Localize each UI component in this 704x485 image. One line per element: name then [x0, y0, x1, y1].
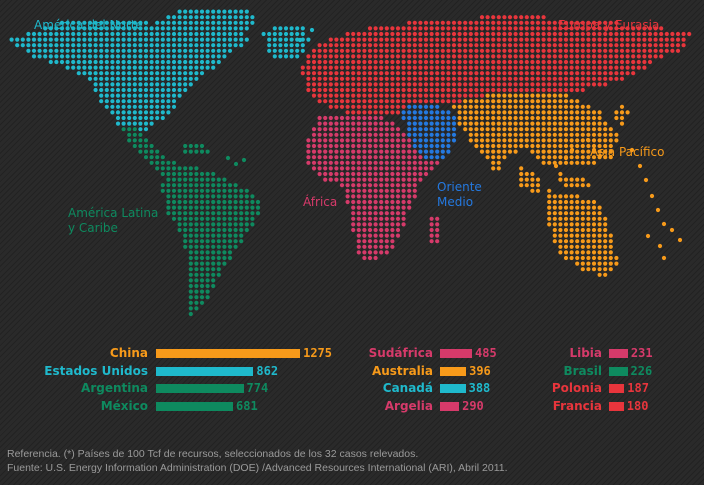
bar	[440, 384, 466, 393]
bar-country-label: Francia	[552, 398, 602, 413]
bar-value-label: 485	[475, 346, 497, 360]
bar	[609, 401, 624, 411]
bar-value-label: 231	[630, 346, 653, 360]
bar-row-sudafrica: Sudáfrica 485	[0, 346, 704, 360]
bar-country-label: Libia	[569, 346, 602, 360]
bar-row-polonia: Polonia 187	[0, 381, 704, 395]
bar	[440, 401, 460, 411]
footer-source: Fuente: U.S. Energy Information Administ…	[7, 462, 508, 474]
bar-country-label: Brasil	[563, 363, 602, 378]
bar-value-label: 1275	[303, 346, 332, 360]
bar	[156, 366, 254, 376]
bar-value-label: 180	[626, 398, 649, 413]
bar-row-canada: Canadá 388	[0, 381, 704, 395]
bar	[609, 366, 628, 376]
bar-country-label: Sudáfrica	[368, 346, 433, 360]
bar-row-francia: Francia 180	[0, 399, 704, 413]
bar-value-label: 681	[236, 398, 258, 413]
bar-row-libia: Libia 231	[0, 346, 704, 360]
bar-value-label: 862	[256, 363, 279, 378]
bar-country-label: Estados Unidos	[44, 363, 148, 378]
region-label-middle-east: Oriente Medio	[437, 180, 482, 209]
bar-row-mexico: México 681	[0, 399, 704, 413]
world-dot-map	[9, 9, 692, 317]
bar-country-label: México	[100, 398, 148, 413]
bar-country-label: China	[109, 346, 148, 360]
region-label-latin-america: América Latina y Caribe	[68, 206, 159, 235]
bar	[440, 366, 467, 376]
bar-value-label: 187	[627, 381, 649, 395]
bar	[440, 349, 472, 358]
bar-row-argelia: Argelia 290	[0, 399, 704, 413]
bar-country-label: Polonia	[551, 381, 602, 395]
region-label-north-america: América del Norte	[34, 18, 143, 32]
bar	[156, 384, 244, 393]
bar-row-argentina: Argentina 774	[0, 381, 704, 395]
bar	[156, 349, 301, 358]
bar	[609, 349, 628, 358]
region-label-africa: África	[303, 195, 338, 209]
bar-row-australia: Australia 396	[0, 364, 704, 378]
bar-value-label: 388	[468, 381, 491, 395]
bar-country-label: Canadá	[382, 381, 433, 395]
bar-row-estados-unidos: Estados Unidos 862	[0, 364, 704, 378]
bar-value-label: 774	[246, 381, 269, 395]
bar-row-brasil: Brasil 226	[0, 364, 704, 378]
bar-country-label: Argentina	[81, 381, 148, 395]
bar-value-label: 290	[462, 398, 484, 413]
bar	[156, 401, 233, 411]
bar-value-label: 226	[630, 363, 653, 378]
bar-value-label: 396	[469, 363, 491, 378]
region-label-europe-eurasia: Europa y Eurasia	[558, 18, 660, 32]
region-label-asia-pacific: Asia Pacífico	[590, 145, 665, 159]
bar-country-label: Australia	[371, 363, 433, 378]
bar-row-china: China 1275	[0, 346, 704, 360]
bar	[609, 384, 625, 393]
bar-country-label: Argelia	[384, 398, 433, 413]
footer-reference: Referencia. (*) Países de 100 Tcf de rec…	[7, 448, 419, 460]
